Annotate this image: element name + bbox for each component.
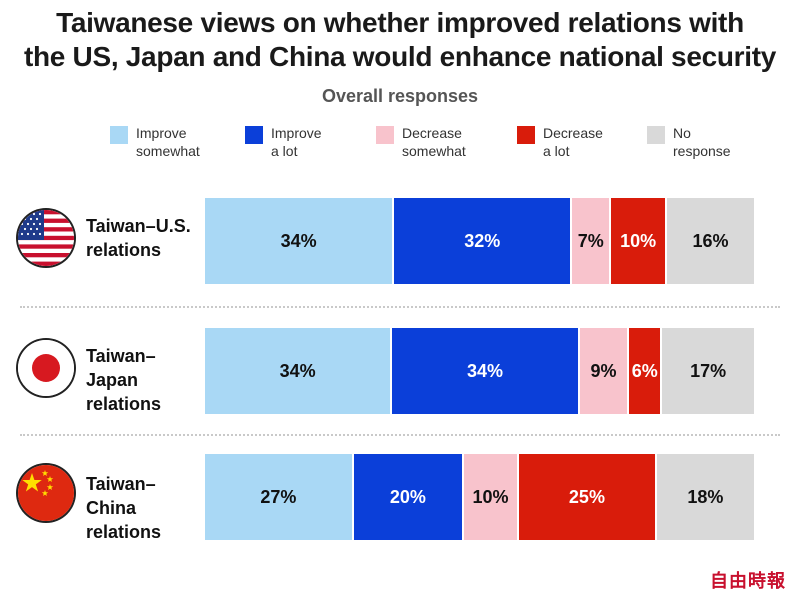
bar-segment-decrease-somewhat: 10% bbox=[463, 454, 520, 540]
bar-segment-decrease-a-lot: 10% bbox=[611, 198, 667, 284]
stacked-bar-us: 34% 32% 7% 10% 16% bbox=[205, 198, 756, 284]
legend-item-decrease-a-lot: Decrease a lot bbox=[517, 124, 643, 160]
chart-subtitle: Overall responses bbox=[321, 86, 479, 106]
bar-value-label: 9% bbox=[590, 360, 617, 381]
bar-segment-improve-a-lot: 20% bbox=[353, 454, 464, 540]
row-label-japan: Taiwan–Japan relations bbox=[86, 346, 162, 414]
chart-title: Taiwanese views on whether improved rela… bbox=[0, 6, 800, 74]
row-label-us: Taiwan–U.S. relations bbox=[86, 216, 191, 260]
legend-label: Improve somewhat bbox=[136, 125, 200, 159]
legend-swatch bbox=[110, 126, 128, 144]
legend-label: Improve a lot bbox=[271, 125, 322, 159]
legend-item-no-response: No response bbox=[647, 124, 773, 160]
bar-value-label: 27% bbox=[260, 486, 297, 507]
bar-value-label: 34% bbox=[279, 360, 316, 381]
legend-item-improve-a-lot: Improve a lot bbox=[245, 124, 371, 160]
bar-segment-decrease-somewhat: 7% bbox=[572, 198, 612, 284]
stacked-bar-japan: 34% 34% 9% 6% 17% bbox=[205, 328, 756, 414]
legend-item-decrease-somewhat: Decrease somewhat bbox=[376, 124, 502, 160]
bar-value-label: 6% bbox=[631, 360, 658, 381]
publisher-watermark: 自由時報 bbox=[710, 571, 786, 592]
bar-value-label: 32% bbox=[464, 230, 501, 251]
bar-segment-improve-somewhat: 27% bbox=[205, 454, 354, 540]
bar-segment-no-response: 16% bbox=[666, 198, 756, 284]
chart-title-line-1: Taiwanese views on whether improved rela… bbox=[56, 7, 744, 38]
legend: Improve somewhat Improve a lot Decrease som… bbox=[0, 124, 800, 168]
bar-value-label: 16% bbox=[692, 230, 729, 251]
legend-label: Decrease a lot bbox=[543, 125, 603, 159]
bar-segment-improve-a-lot: 32% bbox=[394, 198, 573, 284]
us-flag-icon bbox=[18, 210, 74, 266]
bar-segment-decrease-a-lot: 25% bbox=[519, 454, 657, 540]
bar-segment-decrease-somewhat: 9% bbox=[579, 328, 630, 414]
legend-label: Decrease somewhat bbox=[402, 125, 466, 159]
bar-value-label: 34% bbox=[280, 230, 317, 251]
bar-segment-improve-a-lot: 34% bbox=[392, 328, 580, 414]
row-label-china: Taiwan–China relations bbox=[86, 474, 162, 542]
bar-segment-no-response: 18% bbox=[656, 454, 756, 540]
china-flag-icon bbox=[18, 465, 74, 521]
japan-flag-icon bbox=[18, 340, 74, 396]
bar-value-label: 25% bbox=[568, 486, 605, 507]
row-divider bbox=[20, 306, 780, 308]
legend-label: No response bbox=[673, 125, 731, 159]
bar-segment-improve-somewhat: 34% bbox=[205, 198, 395, 284]
bar-value-label: 10% bbox=[472, 486, 509, 507]
bar-value-label: 20% bbox=[389, 486, 426, 507]
legend-swatch bbox=[245, 126, 263, 144]
bar-value-label: 7% bbox=[577, 230, 604, 251]
bar-segment-no-response: 17% bbox=[662, 328, 756, 414]
chart-title-line-2: the US, Japan and China would enhance na… bbox=[23, 41, 777, 72]
legend-swatch bbox=[647, 126, 665, 144]
row-divider bbox=[20, 434, 780, 436]
bar-value-label: 18% bbox=[687, 486, 724, 507]
bar-value-label: 17% bbox=[690, 360, 727, 381]
bar-value-label: 10% bbox=[620, 230, 657, 251]
bar-value-label: 34% bbox=[466, 360, 503, 381]
legend-swatch bbox=[376, 126, 394, 144]
legend-swatch bbox=[517, 126, 535, 144]
bar-segment-improve-somewhat: 34% bbox=[205, 328, 393, 414]
legend-item-improve-somewhat: Improve somewhat bbox=[110, 124, 236, 160]
stacked-bar-china: 27% 20% 10% 25% 18% bbox=[205, 454, 756, 540]
bar-segment-decrease-a-lot: 6% bbox=[629, 328, 663, 414]
